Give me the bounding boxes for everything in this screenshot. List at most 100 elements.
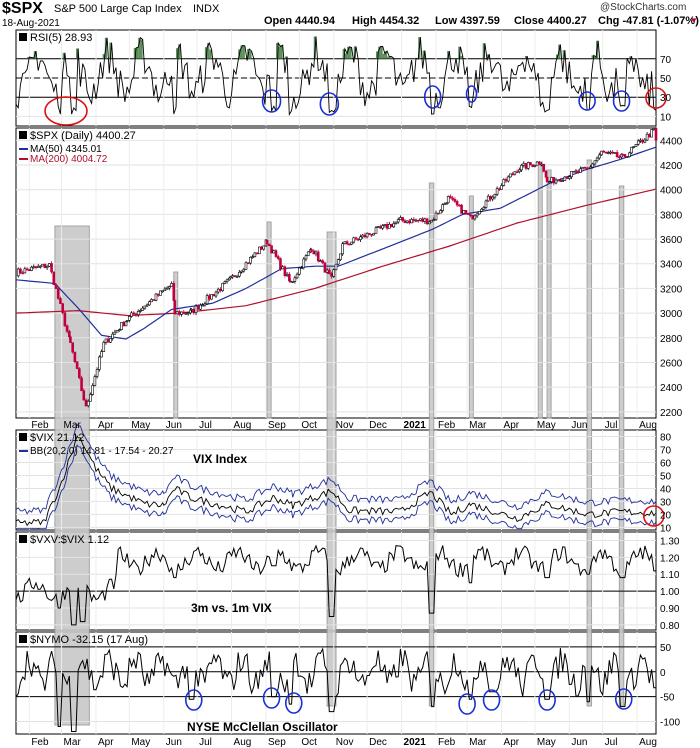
highlight-bar	[266, 221, 272, 419]
price-candle	[634, 144, 638, 147]
rsi-overbought-fill	[140, 39, 143, 59]
price-candle	[274, 250, 278, 257]
highlight-bar	[546, 169, 552, 419]
price-candle	[381, 225, 384, 229]
price-candle	[323, 262, 327, 273]
rsi-overbought-fill	[482, 43, 485, 59]
date-label: 18-Aug-2021	[2, 18, 60, 29]
price-candle	[219, 288, 222, 291]
rsi-overbought-fill	[276, 43, 279, 59]
price-candle	[542, 163, 546, 172]
x-tick-label: Apr	[98, 737, 114, 748]
price-candle	[645, 133, 649, 141]
price-candle	[242, 269, 246, 272]
highlight-bar	[428, 182, 435, 707]
rsi-overbought-fill	[249, 51, 252, 59]
price-candle	[471, 215, 474, 220]
price-candle	[54, 284, 58, 289]
price-candle	[363, 234, 367, 238]
price-candle	[124, 321, 128, 327]
price-candle	[556, 179, 560, 182]
ohlc-high: High 4454.32	[352, 15, 420, 27]
price-candle	[173, 300, 177, 315]
price-candle	[212, 294, 216, 297]
rsi-overbought-fill	[136, 47, 139, 59]
price-candle	[321, 260, 324, 264]
price-candle	[19, 268, 22, 274]
vix-annotation: VIX Index	[193, 452, 247, 466]
price-candle	[475, 213, 479, 217]
rsi-overbought-fill	[387, 56, 390, 59]
x-tick-label: Jun	[571, 737, 587, 748]
price-candle	[480, 208, 483, 212]
price-candle	[159, 290, 162, 296]
price-candle	[609, 151, 612, 154]
price-candle	[141, 307, 144, 311]
price-candle	[572, 170, 576, 173]
price-candle	[293, 277, 297, 282]
price-candle	[312, 250, 316, 255]
price-candle	[621, 153, 624, 156]
price-candle	[550, 177, 553, 182]
price-candle	[339, 253, 342, 260]
y-tick-label: 3800	[660, 210, 683, 221]
price-candle	[462, 210, 466, 214]
nymo-icon	[19, 635, 27, 643]
price-candle	[30, 266, 33, 271]
rsi-overbought-fill	[240, 45, 243, 59]
vxv-title-group: $VXV:$VIX 1.12 3m vs. 1m VIX	[19, 534, 272, 615]
rsi-overbought-fill	[558, 44, 561, 59]
rsi-overbought-fill	[109, 42, 112, 59]
rsi-overbought-fill	[242, 45, 245, 59]
rsi-line	[15, 36, 657, 117]
price-candle	[600, 150, 603, 156]
x-tick-label: Oct	[301, 737, 317, 748]
price-candle	[156, 293, 160, 296]
price-candle	[69, 336, 72, 343]
rsi-overbought-fill	[562, 50, 565, 59]
x-tick-label: Dec	[369, 737, 387, 748]
y-tick-label: 1.30	[660, 536, 680, 547]
rsi-overbought-fill	[280, 45, 283, 59]
price-candle	[361, 234, 364, 238]
y-tick-label: 3200	[660, 284, 683, 295]
price-candle	[223, 281, 227, 284]
x-tick-label: Jul	[605, 737, 618, 748]
price-candle	[493, 193, 497, 198]
price-candle	[306, 251, 310, 257]
rsi-overbought-fill	[376, 51, 379, 59]
price-candle	[80, 377, 83, 391]
price-candle	[89, 394, 92, 402]
bb-legend: BB(20,2.0) 14.81 - 17.54 - 20.27	[30, 446, 174, 457]
y-tick-label: 70	[660, 445, 672, 456]
price-candle	[154, 293, 158, 301]
price-candle	[52, 271, 56, 285]
price-candle	[618, 156, 621, 159]
price-candle	[253, 252, 257, 257]
price-candle	[379, 226, 382, 229]
price-candle	[75, 361, 79, 369]
price-candle	[504, 179, 508, 182]
rsi-overbought-fill	[31, 57, 34, 59]
price-candle	[482, 207, 486, 210]
axis-labels: 7050301044004200400038003600340032003000…	[31, 55, 682, 748]
price-candle	[238, 271, 241, 277]
price-candle	[196, 305, 200, 310]
rsi-overbought-fill	[29, 57, 32, 59]
ohlc-change: Chg -47.81 (-1.07%)	[598, 15, 699, 27]
rsi-overbought-fill	[624, 58, 628, 59]
price-candle	[554, 179, 558, 184]
price-candle	[399, 217, 402, 220]
price-candle	[233, 275, 237, 278]
price-candle	[298, 267, 301, 275]
vix-icon	[19, 433, 27, 441]
price-candle	[288, 273, 291, 282]
ohlc-open: Open 4440.94	[264, 15, 335, 27]
price-candle	[513, 171, 517, 175]
price-candle	[216, 288, 220, 293]
price-candle	[168, 286, 171, 289]
price-candle	[32, 266, 36, 268]
rsi-overbought-fill	[344, 53, 348, 59]
ma50-line	[15, 146, 657, 340]
price-candle	[128, 316, 131, 321]
